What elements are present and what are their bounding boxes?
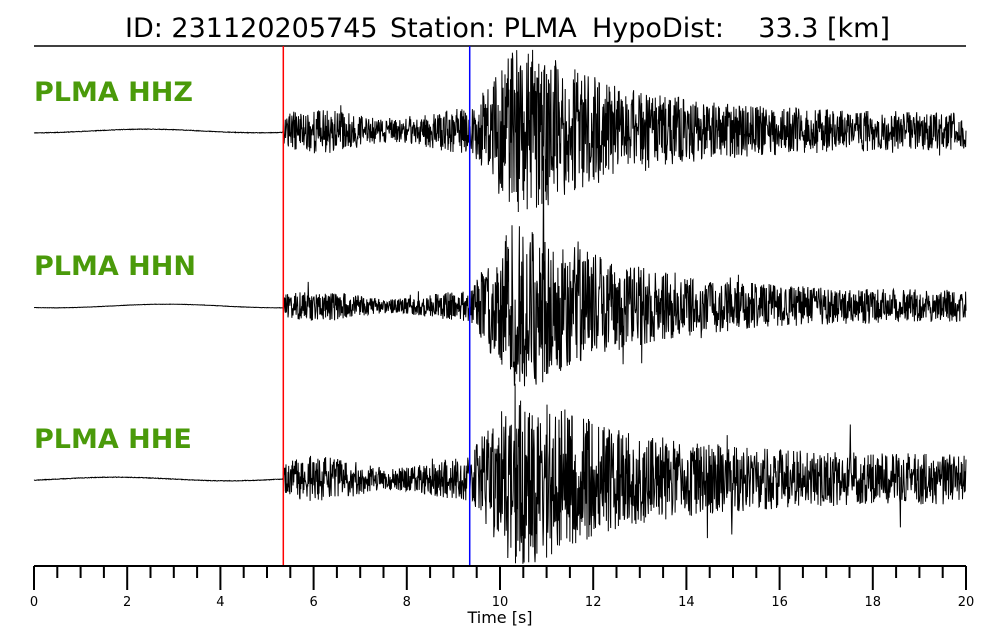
trace-label-plma-hhe: PLMA HHE (34, 424, 192, 455)
x-tick-label: 12 (585, 595, 602, 610)
x-tick-label: 18 (865, 595, 882, 610)
x-tick-label: 2 (123, 595, 131, 610)
x-axis-label: Time [s] (466, 608, 532, 627)
trace-label-plma-hhn: PLMA HHN (34, 251, 196, 282)
x-tick-label: 20 (958, 595, 975, 610)
x-tick-label: 14 (678, 595, 695, 610)
trace-labels: PLMA HHZ PLMA HHN PLMA HHE (34, 77, 196, 455)
x-axis: 0 2 4 6 8 10 12 14 16 18 20 (30, 566, 974, 610)
x-tick-label: 16 (771, 595, 788, 610)
trace-group (34, 50, 966, 564)
x-tick-label: 8 (403, 595, 411, 610)
x-tick-label: 6 (309, 595, 317, 610)
x-tick-label: 0 (30, 595, 38, 610)
x-tick-label: 4 (216, 595, 224, 610)
trace-plma-hhz (34, 50, 966, 212)
title-event-id: ID: 231120205745 (125, 13, 378, 44)
trace-label-plma-hhz: PLMA HHZ (34, 77, 193, 108)
title-station: Station: PLMA (390, 13, 577, 44)
title-hypodist: HypoDist: 33.3 [km] (592, 13, 890, 44)
chart-title: ID: 231120205745 Station: PLMA HypoDist:… (125, 13, 890, 44)
trace-plma-hhe (34, 384, 966, 564)
